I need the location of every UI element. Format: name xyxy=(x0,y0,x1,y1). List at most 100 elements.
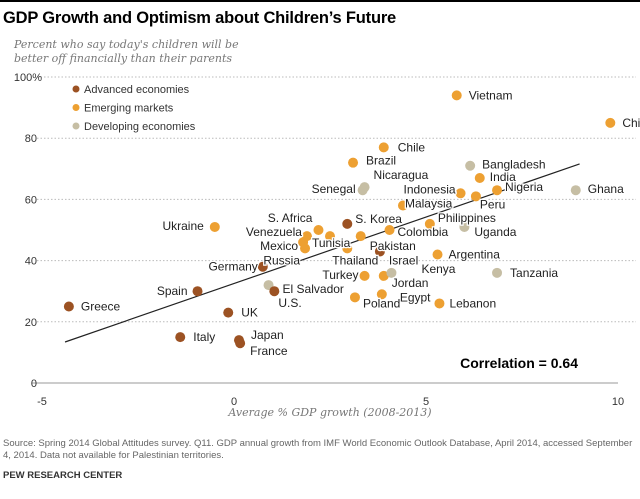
point-label: Chile xyxy=(398,140,426,154)
data-point xyxy=(378,270,389,281)
data-point xyxy=(434,298,445,309)
point-label: Germany xyxy=(208,260,257,274)
point-label: Senegal xyxy=(312,182,356,196)
data-point xyxy=(570,185,581,196)
data-point xyxy=(257,261,268,272)
point-label: S. Korea xyxy=(355,212,402,226)
data-point xyxy=(175,332,186,343)
data-point xyxy=(192,286,203,297)
point-label: Mexico xyxy=(260,239,298,253)
legend-marker xyxy=(72,104,80,111)
point-label: Spain xyxy=(157,284,188,298)
legend-marker xyxy=(72,85,80,93)
point-label: Philippines xyxy=(438,211,496,225)
point-label: Brazil xyxy=(366,154,396,168)
data-point xyxy=(63,301,74,312)
point-label: Indonesia xyxy=(404,182,456,196)
point-label: Greece xyxy=(81,300,121,314)
point-label: Nigeria xyxy=(505,180,543,194)
point-label: S. Africa xyxy=(268,211,313,225)
legend-marker xyxy=(72,122,80,130)
top-rule xyxy=(0,0,640,2)
point-label: Poland xyxy=(363,296,400,310)
legend-label: Emerging markets xyxy=(84,103,174,115)
data-point xyxy=(424,218,435,229)
data-point xyxy=(348,157,359,168)
data-point xyxy=(357,185,368,196)
y-tick-label: 0 xyxy=(31,378,37,390)
point-label: Bangladesh xyxy=(482,158,545,172)
point-label: U.S. xyxy=(278,296,301,310)
correlation-annotation: Correlation = 0.64 xyxy=(460,355,578,371)
y-tick-label: 80 xyxy=(25,133,37,145)
point-label: Israel xyxy=(389,253,418,267)
data-point xyxy=(359,270,370,281)
point-label: Vietnam xyxy=(469,88,513,102)
data-point xyxy=(432,249,443,260)
point-label: Italy xyxy=(193,330,215,344)
x-tick-label: 5 xyxy=(423,396,429,408)
x-tick-label: -5 xyxy=(37,396,47,408)
data-point xyxy=(386,267,397,278)
point-label: Lebanon xyxy=(449,296,496,310)
data-point xyxy=(397,200,408,211)
x-axis-label: Average % GDP growth (2008-2013) xyxy=(227,406,431,419)
data-point xyxy=(355,231,366,242)
point-label: UK xyxy=(241,306,258,320)
data-point xyxy=(374,246,385,257)
point-label: Uganda xyxy=(474,225,516,239)
point-label: Tunisia xyxy=(312,236,351,250)
data-point xyxy=(492,185,503,196)
y-tick-label: 40 xyxy=(25,256,37,268)
point-label: Pakistan xyxy=(370,239,416,253)
point-label: Nicaragua xyxy=(374,168,429,182)
data-point xyxy=(474,172,485,183)
y-tick-label: 100% xyxy=(14,72,42,84)
point-label: Peru xyxy=(480,197,505,211)
point-label: Egypt xyxy=(400,290,431,304)
data-point xyxy=(378,142,389,153)
y-axis-label: Percent who say today's children will be… xyxy=(14,38,239,65)
point-label: Malaysia xyxy=(405,197,453,211)
point-label: Colombia xyxy=(398,225,449,239)
data-point xyxy=(376,289,387,300)
point-label: France xyxy=(250,344,288,358)
footer-brand: PEW RESEARCH CENTER xyxy=(3,470,123,481)
data-point xyxy=(235,338,246,349)
point-label: Tanzania xyxy=(510,266,558,280)
data-point xyxy=(455,188,466,199)
data-point xyxy=(605,117,616,128)
data-point xyxy=(269,286,280,297)
point-label: Kenya xyxy=(421,262,455,276)
point-label: El Salvador xyxy=(283,282,344,296)
data-point xyxy=(325,231,335,242)
data-point xyxy=(459,221,470,232)
point-label: Jordan xyxy=(392,276,429,290)
y-tick-label: 20 xyxy=(25,317,37,329)
data-point xyxy=(342,243,353,254)
data-point xyxy=(209,221,220,232)
data-point xyxy=(223,307,234,318)
point-label: China xyxy=(622,116,640,130)
x-tick-label: 10 xyxy=(612,396,624,408)
data-point xyxy=(470,191,481,202)
data-point xyxy=(313,225,324,235)
data-point xyxy=(300,243,311,254)
point-label: Ukraine xyxy=(162,219,204,233)
data-point xyxy=(342,218,353,229)
y-tick-label: 60 xyxy=(25,194,37,206)
data-point xyxy=(492,267,503,278)
point-label: Argentina xyxy=(449,247,501,261)
point-label: Japan xyxy=(251,328,284,342)
point-label: Ghana xyxy=(588,182,624,196)
data-point xyxy=(465,160,476,171)
data-point xyxy=(384,225,395,235)
point-label: Thailand xyxy=(332,253,378,267)
data-point xyxy=(349,292,360,303)
point-label: Venezuela xyxy=(246,225,302,239)
x-tick-label: 0 xyxy=(231,396,237,408)
data-point xyxy=(451,90,462,101)
point-label: Turkey xyxy=(322,268,358,282)
point-label: India xyxy=(490,170,516,184)
